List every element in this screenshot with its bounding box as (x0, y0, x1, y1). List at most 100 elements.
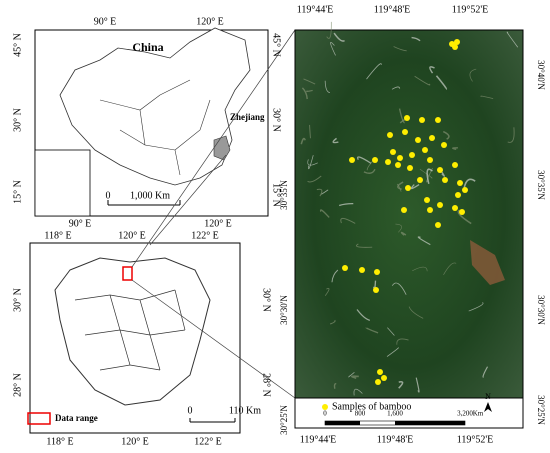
terrain-streak (353, 388, 363, 396)
terrain-streak (398, 108, 405, 124)
terrain-streak (417, 236, 431, 246)
bare-soil (470, 240, 505, 285)
terrain-streak (324, 288, 330, 296)
sample-point (427, 157, 433, 163)
terrain-streak (331, 269, 339, 283)
sample-point (437, 202, 443, 208)
terrain-streak (399, 119, 405, 124)
terrain-streak (391, 86, 401, 90)
coordinate-label: 45° N (271, 33, 282, 57)
terrain-streak (303, 78, 316, 85)
legend-label: Samples of bamboo (332, 401, 411, 412)
coordinate-label: 30°30'N (536, 295, 546, 325)
coordinate-label: 120° E (204, 218, 232, 229)
coordinate-label: 120° E (118, 230, 146, 241)
coordinate-label: 118° E (44, 230, 71, 241)
terrain-streak (356, 309, 371, 321)
coordinate-label: 0 (323, 410, 327, 418)
legend-marker (322, 404, 328, 410)
coordinate-label: 30°35'N (536, 170, 546, 200)
terrain-streak (324, 80, 331, 93)
sample-point (415, 137, 421, 143)
terrain-streak (391, 282, 407, 295)
scale-label: 110 Km (229, 405, 261, 416)
sample-point (377, 369, 383, 375)
sample-point (395, 162, 401, 168)
terrain-streak (333, 32, 345, 42)
coordinate-label: 800 (355, 410, 366, 418)
sample-point (454, 39, 460, 45)
sample-point (387, 132, 393, 138)
coordinate-label: 119°44'E (300, 434, 337, 445)
sample-point (405, 185, 411, 191)
terrain-streak (363, 168, 376, 174)
sample-point (435, 117, 441, 123)
terrain-streak (429, 66, 435, 74)
sample-point (435, 222, 441, 228)
sample-point (424, 197, 430, 203)
sample-point (342, 265, 348, 271)
north-arrow (484, 402, 492, 412)
terrain-streak (300, 137, 306, 145)
sample-point (349, 157, 355, 163)
terrain-streak (419, 168, 433, 179)
sample-point (390, 149, 396, 155)
north-label: N (485, 392, 491, 401)
sample-point (457, 180, 463, 186)
coordinate-label: 30° N (12, 108, 23, 132)
sample-point (452, 44, 458, 50)
terrain-streak (412, 266, 428, 272)
terrain-streak (348, 372, 355, 378)
coordinate-label: 90° E (94, 16, 117, 27)
terrain-streak (333, 383, 337, 389)
zhejiang-outline (54, 257, 211, 406)
terrain-streak (480, 95, 494, 99)
terrain-streak (396, 183, 402, 192)
province-label: Zhejiang (230, 112, 265, 122)
terrain-streak (469, 68, 477, 82)
terrain-streak (386, 347, 399, 357)
terrain-streak (457, 209, 472, 225)
sample-point (459, 209, 465, 215)
china-outline (59, 27, 251, 186)
coordinate-label: 119°52'E (457, 434, 494, 445)
connector-lines (131, 29, 296, 399)
coordinate-label: 120° E (121, 436, 149, 447)
terrain-streak (309, 124, 311, 139)
sample-point (452, 205, 458, 211)
sample-point (372, 157, 378, 163)
scale-bar-segment (395, 421, 465, 425)
satellite-image (294, 29, 524, 399)
scale-label: 0 (188, 405, 193, 416)
coordinate-label: 122° E (194, 436, 222, 447)
terrain-streak (410, 184, 420, 190)
terrain-streak (452, 147, 458, 150)
inset-frame (34, 149, 91, 217)
sample-point (437, 167, 443, 173)
terrain-streak (441, 171, 445, 177)
terrain-streak (468, 302, 484, 312)
sample-point (462, 187, 468, 193)
scale-bar-segment (325, 421, 360, 425)
coordinate-label: 30° N (271, 108, 282, 132)
coordinate-label: 30° N (261, 288, 272, 312)
coordinate-label: 122° E (191, 230, 219, 241)
data-range-box (122, 266, 133, 281)
coordinate-label: 119°44'E (297, 4, 334, 15)
sample-point (452, 162, 458, 168)
legend-box (27, 412, 51, 425)
coordinate-label: 28° N (12, 373, 23, 397)
coordinate-label: 120° E (196, 16, 224, 27)
coordinate-label: 28° N (261, 373, 272, 397)
sample-point (401, 207, 407, 213)
terrain-streak (415, 377, 420, 393)
terrain-streak (321, 189, 329, 195)
terrain-streak (308, 155, 314, 170)
terrain-streak (395, 223, 402, 233)
sample-point (385, 159, 391, 165)
terrain-streak (408, 306, 424, 319)
coordinate-label: Km (473, 410, 484, 418)
sample-points (342, 39, 468, 385)
